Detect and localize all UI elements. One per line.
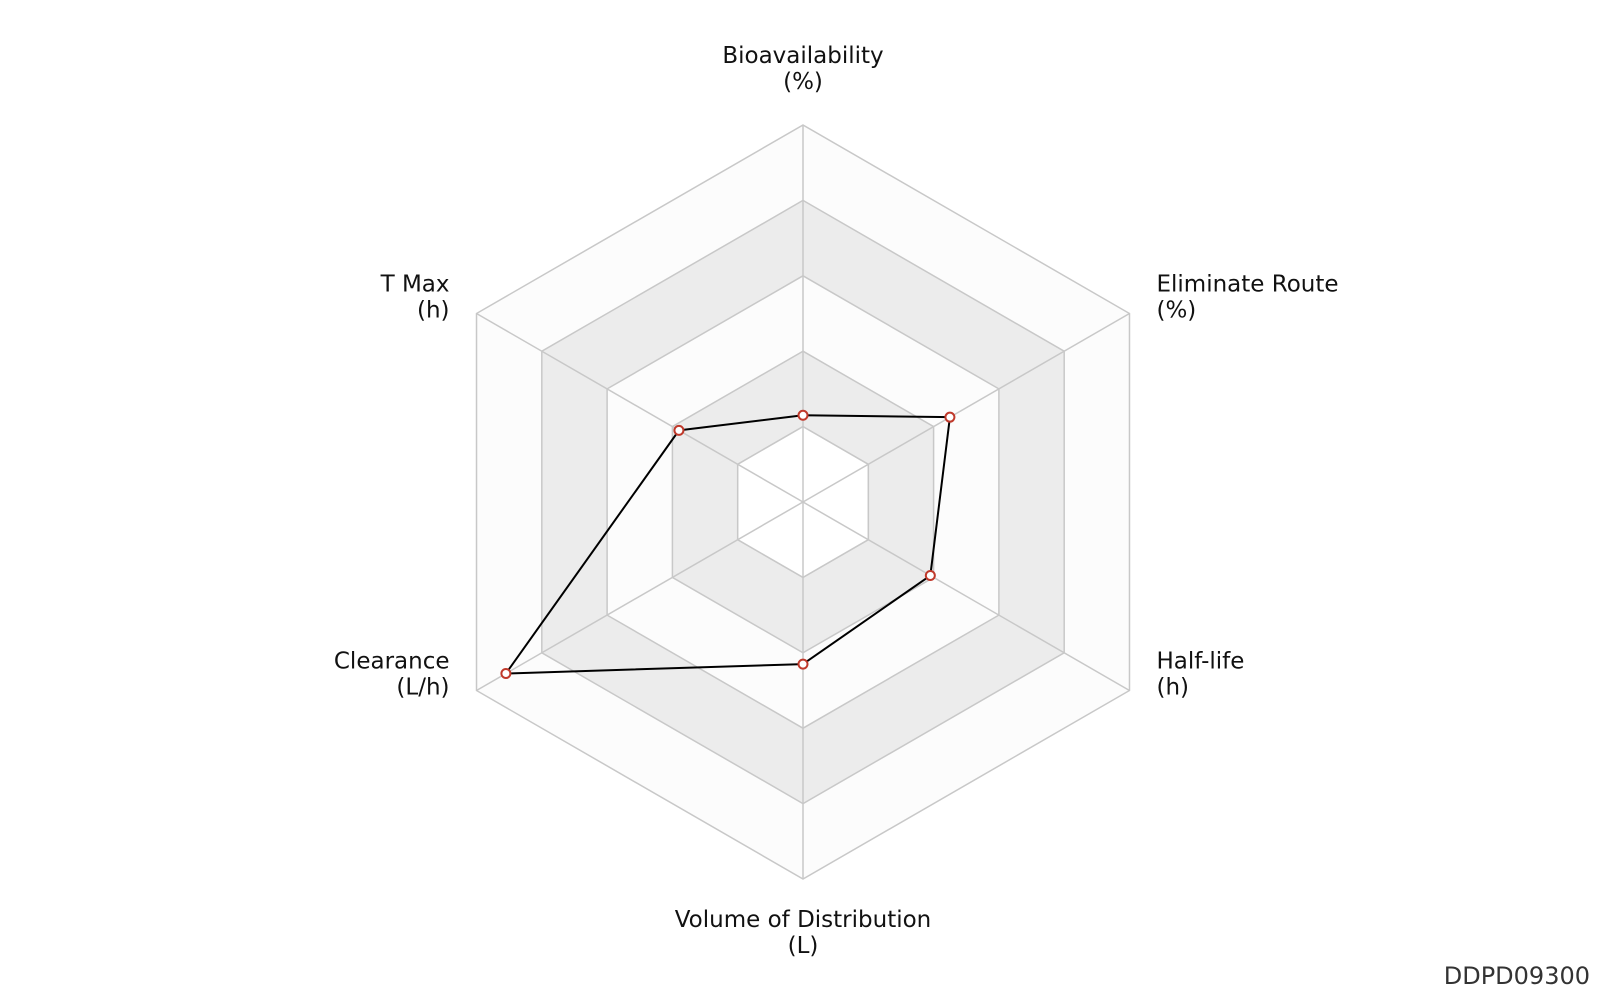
radar-axis-labels: Bioavailability(%)Eliminate Route(%)Half…: [334, 43, 1339, 959]
axis-label-t-max: T Max: [380, 272, 450, 298]
axis-label-eliminate-route: Eliminate Route: [1156, 272, 1338, 298]
axis-label-clearance: Clearance: [334, 649, 450, 675]
radar-point-clearance: [500, 668, 512, 680]
radar-spoke-5: [476, 312, 804, 503]
radar-point-half-life: [924, 570, 936, 582]
axis-unit-volume-of-distribution: (L): [788, 933, 819, 959]
radar-spoke-1: [802, 312, 1130, 503]
radar-point-t-max: [673, 424, 685, 436]
axis-unit-bioavailability: (%): [783, 69, 823, 95]
axis-label-bioavailability: Bioavailability: [722, 43, 883, 69]
axis-unit-clearance: (L/h): [396, 675, 449, 701]
axis-unit-half-life: (h): [1156, 675, 1189, 701]
radar-point-eliminate-route: [944, 411, 956, 423]
radar-point-volume-of-distribution: [797, 658, 809, 670]
radar-spoke-4: [476, 501, 804, 692]
axis-unit-eliminate-route: (%): [1156, 298, 1196, 324]
axis-unit-t-max: (h): [417, 298, 450, 324]
axis-label-half-life: Half-life: [1156, 649, 1244, 675]
radar-series: [500, 409, 956, 680]
radar-point-bioavailability: [797, 409, 809, 421]
radar-spoke-2: [802, 501, 1130, 692]
radar-spokes: [476, 125, 1130, 879]
axis-label-volume-of-distribution: Volume of Distribution: [675, 907, 932, 933]
chart-id-label: DDPD09300: [1443, 962, 1590, 990]
